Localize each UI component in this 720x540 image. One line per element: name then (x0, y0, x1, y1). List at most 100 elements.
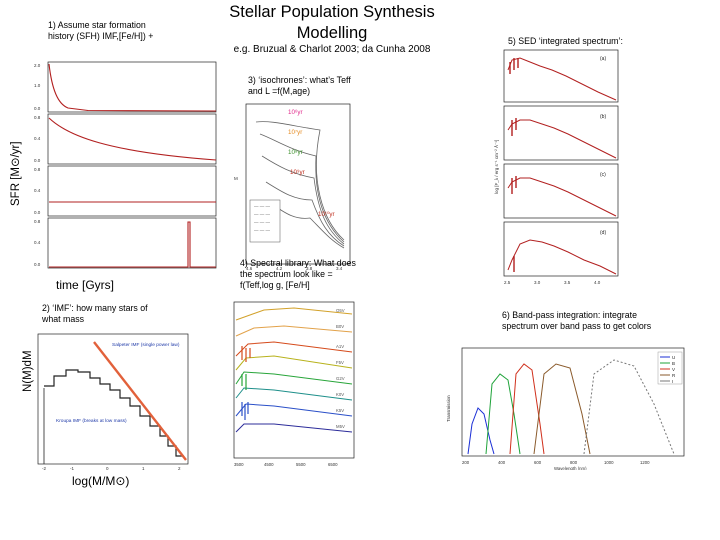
band-u-curve (467, 407, 495, 455)
sed-spectrum-d (507, 239, 617, 275)
svg-text:B0V: B0V (336, 324, 344, 329)
slide-subtitle: e.g. Bruzual & Charlot 2003; da Cunha 20… (233, 44, 431, 55)
spectral-library-plot: O5V B0V A1V F5V G2V K0V K5V M5V 3500 4500 5500 65… (233, 301, 355, 467)
svg-text:1000: 1000 (604, 460, 614, 465)
sed-label-b: (b) (600, 114, 606, 120)
band-r-curve (533, 363, 591, 455)
svg-text:2: 2 (178, 466, 181, 471)
svg-text:-2: -2 (42, 466, 46, 471)
svg-text:0: 0 (106, 466, 109, 471)
svg-text:0.8: 0.8 (34, 219, 41, 224)
svg-text:4500: 4500 (264, 462, 274, 467)
svg-text:0.0: 0.0 (34, 106, 41, 111)
svg-text:400: 400 (498, 460, 506, 465)
svg-text:2.5: 2.5 (504, 280, 511, 285)
svg-text:O5V: O5V (336, 308, 345, 313)
sed-panel-b (503, 105, 619, 161)
svg-text:4.2: 4.2 (276, 266, 283, 271)
svg-text:F5V: F5V (336, 360, 344, 365)
bandpass-plot: U B V R I Transmission 200 400 600 800 1000… (446, 347, 685, 470)
svg-text:3.8: 3.8 (306, 266, 313, 271)
svg-text:K5V: K5V (336, 408, 344, 413)
spectral-library-caption: 4) Spectral library: What does the spect… (240, 258, 356, 290)
sfh-xlabel: time [Gyrs] (56, 278, 115, 292)
svg-text:G2V: G2V (336, 376, 345, 381)
svg-text:3.5: 3.5 (564, 280, 571, 285)
sfh-panel-4 (47, 217, 217, 269)
salpeter-imf-line (93, 341, 187, 461)
svg-text:600: 600 (534, 460, 542, 465)
imf-caption: 2) ‘IMF’: how many stars of what mass (42, 303, 148, 324)
age-label-1e7: 10⁷yr (288, 129, 302, 136)
band-i-curve (583, 359, 675, 455)
svg-text:5500: 5500 (296, 462, 306, 467)
imf-ylabel: N(M)dM (22, 350, 34, 392)
sed-label-a: (a) (600, 56, 606, 62)
bandpass-caption: 6) Band-pass integration: integrate spec… (502, 310, 652, 331)
bandpass-legend: U B V R I (657, 351, 683, 385)
svg-text:log [F_λ / erg s⁻¹ cm⁻² Å⁻¹]: log [F_λ / erg s⁻¹ cm⁻² Å⁻¹] (493, 140, 499, 194)
sed-spectrum-a (507, 57, 617, 101)
imf-xlabel: log(M/M⊙) (72, 474, 130, 488)
svg-text:200: 200 (462, 460, 470, 465)
svg-text:0.4: 0.4 (34, 136, 41, 141)
svg-text:— — —: — — — (254, 212, 271, 217)
svg-text:Transmission: Transmission (446, 395, 451, 422)
svg-text:0.4: 0.4 (34, 240, 41, 245)
legend-r: R (672, 373, 676, 378)
svg-text:3.0: 3.0 (534, 280, 541, 285)
sfh-panel-1 (47, 61, 217, 113)
legend-v: V (672, 367, 675, 372)
svg-text:800: 800 (570, 460, 578, 465)
svg-text:Wavelength (nm): Wavelength (nm) (554, 466, 587, 470)
svg-text:0.0: 0.0 (34, 262, 41, 267)
svg-text:3500: 3500 (234, 462, 244, 467)
svg-text:K0V: K0V (336, 392, 344, 397)
isochrone-caption: 3) ‘isochrones’: what’s Teff and L =f(M,… (248, 75, 351, 96)
svg-text:0.0: 0.0 (34, 210, 41, 215)
svg-text:4.6: 4.6 (246, 266, 253, 271)
sfh-panel-2 (47, 113, 217, 165)
sed-label-c: (c) (600, 172, 606, 178)
svg-text:0.0: 0.0 (34, 158, 41, 163)
svg-text:A1V: A1V (336, 344, 344, 349)
isochrone-plot: — — — — — — — — — — — — 10⁶yr 10⁷yr 10⁸yr 1… (234, 103, 351, 271)
svg-text:M5V: M5V (336, 424, 345, 429)
age-label-1e9: 10⁹yr (290, 169, 305, 176)
salpeter-legend: Salpeter IMF (single power law) (112, 342, 180, 348)
isochrone-1e6 (255, 121, 345, 241)
svg-text:— — —: — — — (254, 204, 271, 209)
sfh-panels: 2.0 1.0 0.0 0.8 0.4 0.0 0.8 0.4 0.0 0.8 0.4 0.0 (34, 61, 217, 269)
band-b-curve (485, 373, 521, 455)
sfh-caption: 1) Assume star formation history (SFH) I… (48, 20, 154, 41)
svg-text:— — —: — — — (254, 228, 271, 233)
svg-text:1.0: 1.0 (34, 83, 41, 88)
svg-text:0.8: 0.8 (34, 115, 41, 120)
sed-label-d: (d) (600, 230, 606, 236)
svg-text:1200: 1200 (640, 460, 650, 465)
imf-plot: Salpeter IMF (single power law) Kroupa I… (37, 333, 189, 471)
svg-text:M: M (234, 176, 238, 181)
svg-text:— — —: — — — (254, 220, 271, 225)
sfh-ylabel: SFR [M⊙/yr] (10, 141, 22, 206)
age-label-1e6: 10⁶yr (288, 109, 303, 116)
kroupa-imf-histogram (44, 369, 184, 457)
legend-b: B (672, 361, 675, 366)
svg-text:0.4: 0.4 (34, 188, 41, 193)
sfh-panel-3 (47, 165, 217, 217)
svg-text:4.0: 4.0 (594, 280, 601, 285)
kroupa-legend: Kroupa IMF (breaks at low mass) (56, 418, 127, 424)
svg-text:3.4: 3.4 (336, 266, 343, 271)
sed-caption: 5) SED ‘integrated spectrum’: (508, 36, 623, 46)
svg-text:-1: -1 (70, 466, 74, 471)
sfh-curve-exponential (48, 117, 217, 161)
legend-i: I (672, 379, 673, 384)
sed-panel-c (503, 163, 619, 219)
sed-plot: (a) (b) (c) (d) log [F_λ / erg s⁻¹ cm⁻² … (493, 49, 619, 285)
sfh-curve-burst-decay (48, 63, 217, 112)
slide-title: Stellar Population Synthesis Modelling (229, 3, 435, 42)
sfh-curve-late-burst (49, 221, 216, 268)
age-label-1e10: 10¹⁰yr (318, 211, 335, 218)
svg-text:1: 1 (142, 466, 145, 471)
legend-u: U (672, 355, 675, 360)
